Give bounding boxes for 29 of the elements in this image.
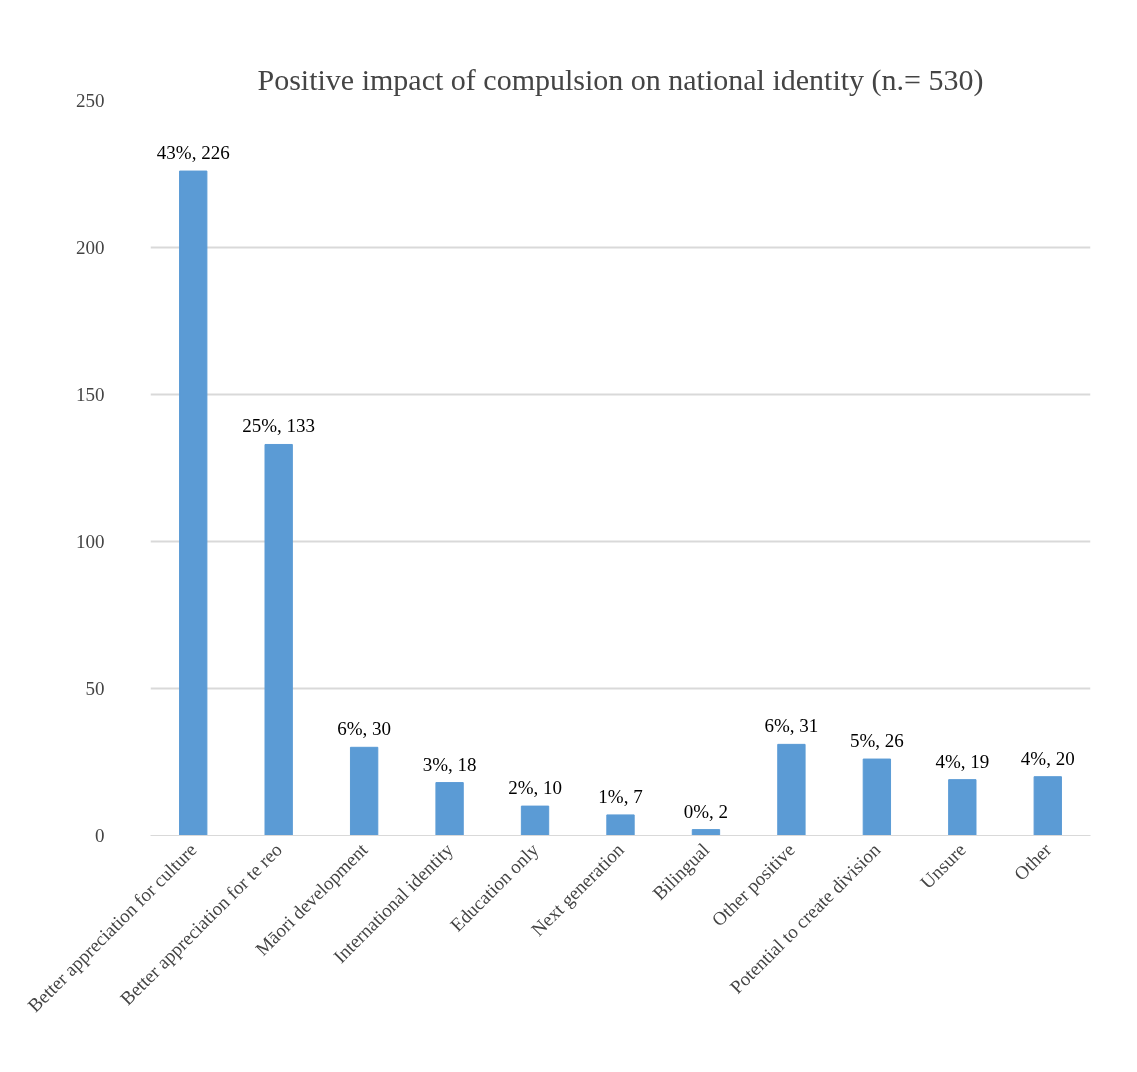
bar [179, 170, 208, 836]
bar [691, 829, 721, 836]
data-label: 0%, 2 [683, 800, 729, 822]
bar [1033, 776, 1062, 836]
data-label: 4%, 20 [1020, 747, 1075, 769]
bar [435, 782, 464, 836]
y-tick-label: 150 [76, 384, 105, 405]
data-label: 4%, 19 [935, 750, 990, 772]
chart-title: Positive impact of compulsion on national identity (n.= 530) [257, 62, 984, 97]
data-label: 3%, 18 [422, 753, 477, 775]
y-tick-label: 100 [76, 531, 105, 552]
data-label: 6%, 31 [764, 715, 819, 737]
data-label: 25%, 133 [242, 415, 316, 437]
bar [264, 443, 293, 836]
data-label: 1%, 7 [598, 785, 643, 807]
bar [606, 814, 635, 836]
bar [520, 805, 550, 836]
data-label: 2%, 10 [508, 777, 562, 799]
y-tick-label: 250 [76, 90, 105, 111]
bar [862, 758, 892, 836]
y-tick-label: 0 [95, 825, 105, 846]
data-label: 5%, 26 [849, 730, 904, 752]
data-label: 6%, 30 [337, 718, 392, 740]
data-label: 43%, 226 [156, 142, 230, 164]
y-tick-label: 200 [76, 237, 105, 258]
bar [777, 743, 806, 836]
bar [349, 746, 379, 836]
y-tick-label: 50 [85, 678, 105, 699]
bar [948, 779, 977, 836]
